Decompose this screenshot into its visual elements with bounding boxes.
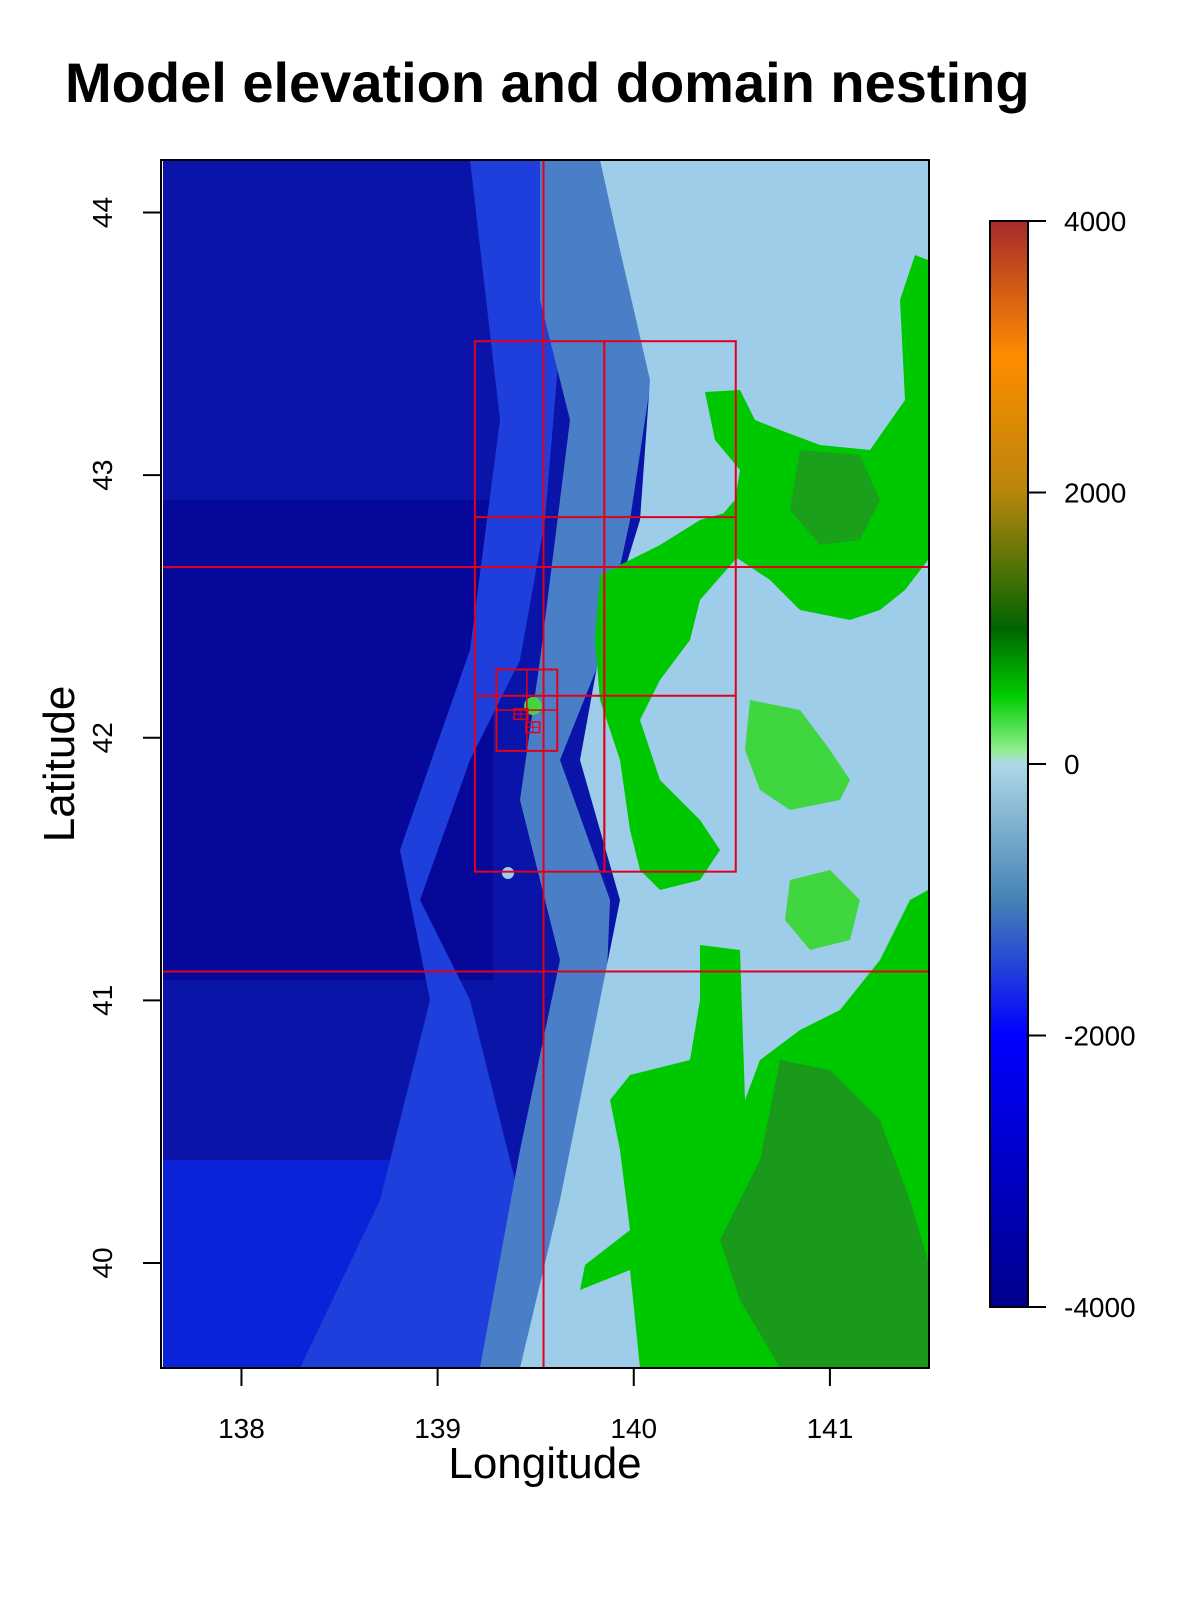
x-axis-title: Longitude (448, 1439, 641, 1488)
x-tick-label-2: 140 (610, 1413, 657, 1444)
nested-domain-1 (603, 340, 737, 873)
y-tick-label-2: 42 (87, 722, 118, 753)
y-tick-label-3: 43 (87, 460, 118, 491)
colorbar-tick-label-4: -4000 (1064, 1292, 1136, 1323)
ocean-deep-band (163, 500, 493, 980)
x-tick-label-0: 138 (218, 1413, 265, 1444)
colorbar-tick-label-1: 2000 (1064, 478, 1126, 509)
small-island (502, 867, 514, 879)
land-east-mid (745, 700, 850, 810)
chart-title: Model elevation and domain nesting (65, 51, 1030, 114)
land-south-highlands (720, 1060, 928, 1368)
elevation-map (163, 160, 928, 1368)
colorbar-tick-label-0: 4000 (1064, 206, 1126, 237)
x-tick-label-1: 139 (414, 1413, 461, 1444)
continental-slope (300, 160, 560, 1368)
y-axis-title: Latitude (35, 686, 84, 843)
shelf-slope (480, 160, 660, 1368)
colorbar-tick-label-3: -2000 (1064, 1021, 1136, 1052)
land-peninsula (595, 510, 735, 890)
plot-frame (160, 159, 930, 1369)
colorbar-tick-label-2: 0 (1064, 749, 1080, 780)
x-axis: 138 139 140 141 (218, 1368, 853, 1444)
y-tick-label-1: 41 (87, 985, 118, 1016)
land-north (700, 255, 928, 620)
land-east-islands (785, 870, 860, 950)
y-axis: 40 41 42 43 44 (87, 197, 161, 1279)
y-tick-label-4: 44 (87, 197, 118, 228)
y-tick-label-0: 40 (87, 1247, 118, 1278)
x-tick-label-3: 141 (807, 1413, 854, 1444)
domain-nesting-layer (163, 160, 928, 1368)
land-north-highlands (790, 450, 880, 545)
colorbar (989, 220, 1029, 1308)
colorbar-axis: 4000 2000 0 -2000 -4000 (1028, 206, 1136, 1323)
